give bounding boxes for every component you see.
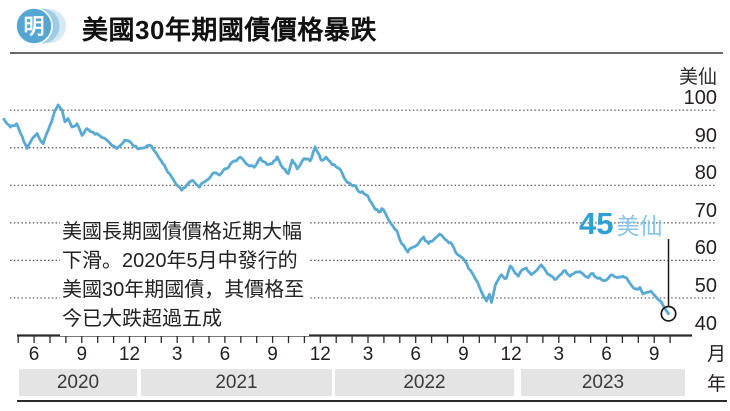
logo-bubble	[15, 7, 53, 45]
mingpao-logo: 明	[15, 7, 66, 45]
bond-price-line	[2, 103, 670, 316]
endpoint-marker-circle	[660, 305, 677, 322]
page-title: 美國30年期國債價格暴跌	[82, 15, 377, 45]
title-underline	[10, 52, 723, 54]
logo-ming-glyph: 明	[24, 14, 45, 39]
